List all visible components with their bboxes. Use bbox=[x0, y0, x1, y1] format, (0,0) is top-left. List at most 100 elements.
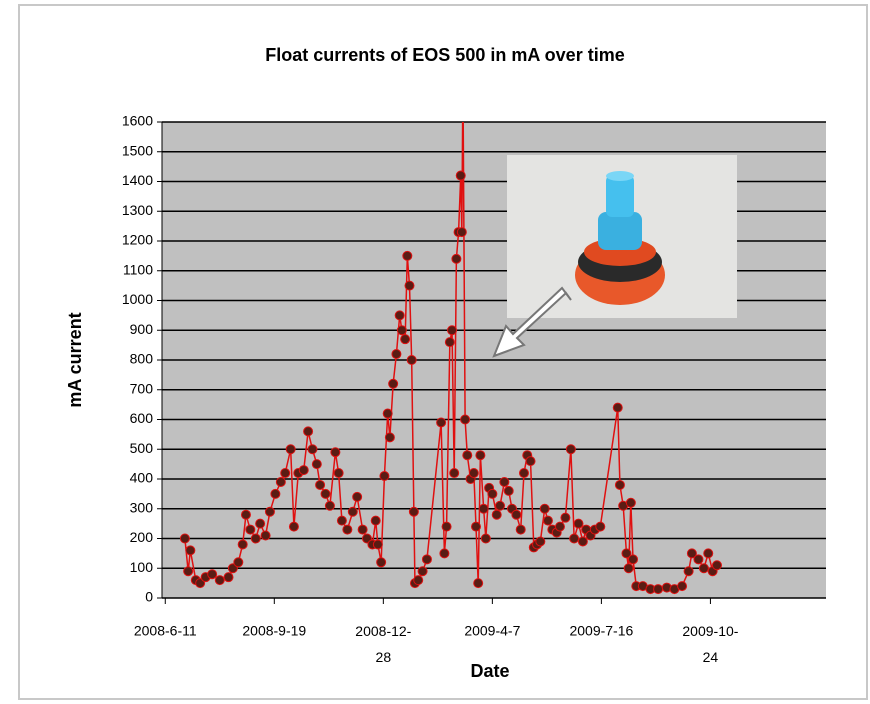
data-point bbox=[376, 557, 387, 568]
data-point bbox=[525, 456, 536, 467]
data-point bbox=[298, 465, 309, 476]
data-point bbox=[330, 447, 341, 458]
x-axis-label: Date bbox=[470, 661, 509, 681]
data-point bbox=[565, 444, 576, 455]
x-tick-label: 2008-6-11 bbox=[134, 623, 197, 639]
data-point bbox=[491, 509, 502, 520]
data-point bbox=[400, 334, 411, 345]
data-point bbox=[408, 506, 419, 517]
data-point bbox=[436, 417, 447, 428]
x-tick-label: 2009-7-16 bbox=[569, 623, 633, 639]
data-point bbox=[460, 414, 471, 425]
data-point bbox=[223, 572, 234, 583]
data-point bbox=[388, 378, 399, 389]
y-tick-label: 1500 bbox=[122, 142, 153, 158]
arrow bbox=[492, 286, 572, 358]
data-point bbox=[417, 566, 428, 577]
data-point bbox=[653, 584, 664, 595]
data-point bbox=[391, 349, 402, 360]
data-point bbox=[554, 521, 565, 532]
y-tick-label: 1400 bbox=[122, 172, 153, 188]
data-point bbox=[686, 548, 697, 559]
data-point bbox=[475, 450, 486, 461]
data-point bbox=[677, 581, 688, 592]
data-point bbox=[573, 518, 584, 529]
data-point bbox=[413, 575, 424, 586]
data-point bbox=[333, 468, 344, 479]
data-point bbox=[185, 545, 196, 556]
data-point bbox=[394, 310, 405, 321]
y-tick-label: 0 bbox=[145, 589, 153, 605]
data-point bbox=[539, 503, 550, 514]
data-point bbox=[245, 524, 256, 535]
data-point bbox=[595, 521, 606, 532]
data-point bbox=[569, 533, 580, 544]
data-point bbox=[320, 488, 331, 499]
x-tick-label: 2009-4-7 bbox=[464, 623, 520, 639]
data-point bbox=[693, 554, 704, 565]
data-point bbox=[183, 566, 194, 577]
data-point bbox=[237, 539, 248, 550]
data-point bbox=[621, 548, 632, 559]
data-point bbox=[315, 479, 326, 490]
data-point bbox=[250, 533, 261, 544]
y-tick-label: 700 bbox=[130, 380, 154, 396]
y-tick-label: 1000 bbox=[122, 291, 153, 307]
data-point bbox=[384, 432, 395, 443]
data-point bbox=[683, 566, 694, 577]
data-point bbox=[518, 468, 529, 479]
y-tick-label: 200 bbox=[130, 529, 154, 545]
data-point bbox=[275, 476, 286, 487]
y-tick-label: 900 bbox=[130, 321, 154, 337]
data-point bbox=[441, 521, 452, 532]
data-point bbox=[447, 325, 458, 336]
data-point bbox=[404, 280, 415, 291]
data-point bbox=[511, 509, 522, 520]
data-point bbox=[336, 515, 347, 526]
data-point bbox=[439, 548, 450, 559]
data-point bbox=[382, 408, 393, 419]
y-tick-label: 1300 bbox=[122, 202, 153, 218]
data-point bbox=[303, 426, 314, 437]
y-tick-label: 300 bbox=[130, 499, 154, 515]
data-point bbox=[421, 554, 432, 565]
data-point bbox=[324, 500, 335, 511]
data-point bbox=[402, 250, 413, 261]
data-point bbox=[406, 355, 417, 365]
data-point bbox=[535, 536, 546, 547]
data-point bbox=[270, 488, 281, 499]
data-point bbox=[628, 554, 639, 565]
data-point bbox=[179, 533, 190, 544]
data-point bbox=[347, 506, 358, 517]
y-tick-label: 100 bbox=[130, 559, 154, 575]
data-point bbox=[471, 521, 482, 532]
data-point bbox=[214, 575, 225, 586]
data-point bbox=[623, 563, 634, 574]
data-point bbox=[307, 444, 318, 455]
y-tick-label: 1600 bbox=[122, 113, 153, 129]
y-tick-label: 600 bbox=[130, 410, 154, 426]
data-point bbox=[288, 521, 299, 532]
chart-title: Float currents of EOS 500 in mA over tim… bbox=[265, 45, 624, 65]
data-point bbox=[625, 497, 636, 508]
data-point bbox=[311, 459, 322, 470]
y-axis-label: mA current bbox=[65, 312, 85, 407]
data-point bbox=[711, 560, 722, 571]
data-point bbox=[499, 476, 510, 487]
data-point bbox=[396, 325, 407, 336]
data-point bbox=[280, 468, 291, 479]
data-point bbox=[478, 503, 489, 514]
x-tick-label: 2009-10-24 bbox=[682, 623, 738, 665]
data-point bbox=[379, 471, 390, 482]
data-point bbox=[468, 468, 479, 479]
float-cap-top bbox=[606, 171, 634, 181]
data-point bbox=[494, 500, 505, 511]
data-point bbox=[703, 548, 714, 559]
data-point bbox=[342, 524, 353, 535]
y-tick-label: 1200 bbox=[122, 232, 153, 248]
y-tick-label: 1100 bbox=[123, 261, 153, 277]
inset-photo bbox=[507, 155, 737, 318]
data-point bbox=[352, 491, 363, 502]
data-point bbox=[207, 569, 218, 580]
data-point bbox=[240, 509, 251, 520]
